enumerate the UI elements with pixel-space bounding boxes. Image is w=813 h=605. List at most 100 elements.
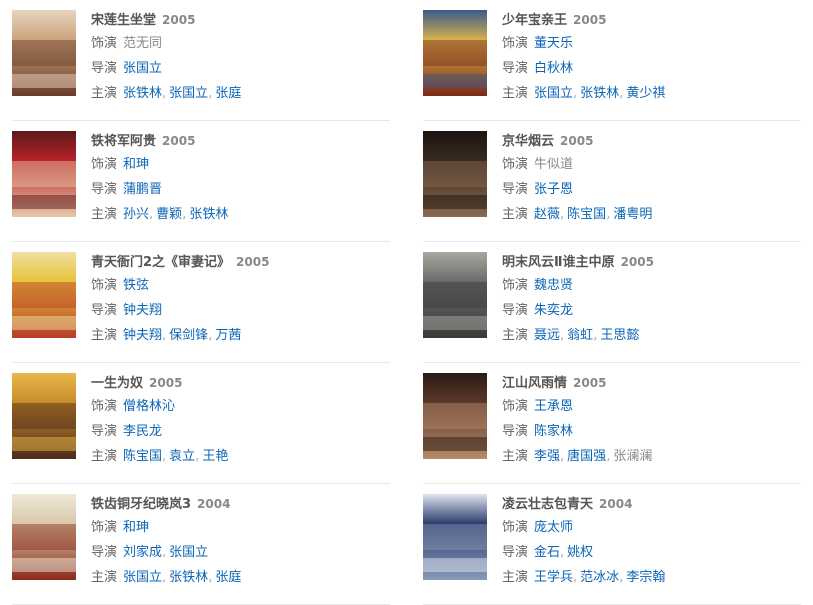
person-link[interactable]: 张庭 xyxy=(215,570,242,585)
person-link[interactable]: 张国立 xyxy=(123,570,163,585)
film-title-link[interactable]: 江山风雨情 xyxy=(502,376,568,391)
person-link[interactable]: 李强 xyxy=(534,449,561,464)
person-link[interactable]: 张国立 xyxy=(123,61,163,76)
person-link[interactable]: 僧格林沁 xyxy=(123,399,176,414)
person-link[interactable]: 万茜 xyxy=(215,328,242,343)
separator: , xyxy=(573,570,578,585)
person-link[interactable]: 曹颖 xyxy=(156,207,183,222)
film-title-link[interactable]: 青天衙门2之《审妻记》 xyxy=(91,255,231,270)
separator: , xyxy=(182,207,187,222)
film-title-link[interactable]: 一生为奴 xyxy=(91,376,144,391)
person-link[interactable]: 陈宝国 xyxy=(567,207,607,222)
film-title-link[interactable]: 铁齿铜牙纪晓岚3 xyxy=(91,497,192,512)
director-label: 导演 xyxy=(502,303,529,318)
film-title-link[interactable]: 京华烟云 xyxy=(502,134,555,149)
person-link[interactable]: 钟夫翔 xyxy=(123,328,163,343)
director-label: 导演 xyxy=(91,303,118,318)
cast-label: 主演 xyxy=(502,207,529,222)
person-link[interactable]: 董天乐 xyxy=(534,36,574,51)
role-row: 饰演 僧格林沁 xyxy=(91,395,228,418)
cast-label: 主演 xyxy=(91,86,118,101)
person-link[interactable]: 孙兴 xyxy=(123,207,150,222)
person-link[interactable]: 金石 xyxy=(534,545,561,560)
person-link[interactable]: 张铁林 xyxy=(169,570,209,585)
person-link[interactable]: 翁虹 xyxy=(567,328,594,343)
role-row: 饰演 铁弦 xyxy=(91,274,269,297)
cast-label: 主演 xyxy=(502,86,529,101)
separator: , xyxy=(560,328,565,343)
person-link[interactable]: 白秋林 xyxy=(534,61,574,76)
film-title-link[interactable]: 铁将军阿贵 xyxy=(91,134,157,149)
director-label: 导演 xyxy=(502,424,529,439)
person-link[interactable]: 赵薇 xyxy=(534,207,561,222)
person-link[interactable]: 范冰冰 xyxy=(580,570,620,585)
separator: , xyxy=(162,570,167,585)
director-row: 导演 张国立 xyxy=(91,57,241,80)
film-poster[interactable] xyxy=(423,10,487,96)
person-link[interactable]: 张子恩 xyxy=(534,182,574,197)
person-link[interactable]: 和珅 xyxy=(123,157,150,172)
film-item: 青天衙门2之《审妻记》 2005 饰演 铁弦 导演 钟夫翔 主演 钟夫翔, 保剑锋, 万茜 xyxy=(12,242,390,363)
person-link[interactable]: 王学兵 xyxy=(534,570,574,585)
person-link[interactable]: 李民龙 xyxy=(123,424,163,439)
film-poster[interactable] xyxy=(12,131,76,217)
cast-label: 主演 xyxy=(502,570,529,585)
person-link[interactable]: 王承恩 xyxy=(534,399,574,414)
film-poster[interactable] xyxy=(12,373,76,459)
role-row: 饰演 和珅 xyxy=(91,153,228,176)
person-link[interactable]: 钟夫翔 xyxy=(123,303,163,318)
person-link[interactable]: 张庭 xyxy=(215,86,242,101)
film-title-row: 少年宝亲王 2005 xyxy=(502,10,665,30)
film-year: 2005 xyxy=(162,13,196,27)
director-row: 导演 白秋林 xyxy=(502,57,665,80)
person-link[interactable]: 朱奕龙 xyxy=(534,303,574,318)
cast-row: 主演 李强, 唐国强, 张澜澜 xyxy=(502,445,652,468)
person-link[interactable]: 潘粤明 xyxy=(613,207,653,222)
film-title-link[interactable]: 少年宝亲王 xyxy=(502,13,568,28)
person-link[interactable]: 魏忠贤 xyxy=(534,278,574,293)
cast-row: 主演 王学兵, 范冰冰, 李宗翰 xyxy=(502,566,665,589)
person-link[interactable]: 聂远 xyxy=(534,328,561,343)
cast-row: 主演 张铁林, 张国立, 张庭 xyxy=(91,82,241,105)
person-link[interactable]: 张国立 xyxy=(169,86,209,101)
person-link[interactable]: 李宗翰 xyxy=(626,570,666,585)
film-poster[interactable] xyxy=(12,252,76,338)
film-poster[interactable] xyxy=(423,373,487,459)
person-link[interactable]: 庞太师 xyxy=(534,520,574,535)
person-link[interactable]: 王思懿 xyxy=(600,328,640,343)
film-title-link[interactable]: 宋莲生坐堂 xyxy=(91,13,157,28)
person-link[interactable]: 陈家林 xyxy=(534,424,574,439)
person-link[interactable]: 姚权 xyxy=(567,545,594,560)
film-poster[interactable] xyxy=(423,252,487,338)
person-link[interactable]: 铁弦 xyxy=(123,278,150,293)
film-poster[interactable] xyxy=(423,131,487,217)
person-link[interactable]: 张国立 xyxy=(534,86,574,101)
person-link[interactable]: 陈宝国 xyxy=(123,449,163,464)
film-poster[interactable] xyxy=(12,494,76,580)
film-title-row: 江山风雨情 2005 xyxy=(502,373,652,393)
person-link[interactable]: 张铁林 xyxy=(580,86,620,101)
cast-label: 主演 xyxy=(91,207,118,222)
separator: , xyxy=(560,207,565,222)
person-link[interactable]: 唐国强 xyxy=(567,449,607,464)
person-link[interactable]: 蒲鹏晋 xyxy=(123,182,163,197)
film-title-link[interactable]: 明末风云Ⅱ谁主中原 xyxy=(502,255,615,270)
person-link[interactable]: 黄少祺 xyxy=(626,86,666,101)
film-title-link[interactable]: 凌云壮志包青天 xyxy=(502,497,594,512)
role-label: 饰演 xyxy=(91,278,118,293)
person-link[interactable]: 王艳 xyxy=(202,449,229,464)
person-link[interactable]: 袁立 xyxy=(169,449,196,464)
separator: , xyxy=(162,449,167,464)
person-link[interactable]: 保剑锋 xyxy=(169,328,209,343)
film-poster[interactable] xyxy=(423,494,487,580)
person-link[interactable]: 刘家成 xyxy=(123,545,163,560)
person-link[interactable]: 张铁林 xyxy=(189,207,229,222)
person-link[interactable]: 和珅 xyxy=(123,520,150,535)
person-name: 张澜澜 xyxy=(613,449,653,464)
director-label: 导演 xyxy=(502,182,529,197)
person-link[interactable]: 张铁林 xyxy=(123,86,163,101)
film-poster[interactable] xyxy=(12,10,76,96)
person-link[interactable]: 张国立 xyxy=(169,545,209,560)
role-label: 饰演 xyxy=(91,157,118,172)
cast-row: 主演 张国立, 张铁林, 黄少祺 xyxy=(502,82,665,105)
